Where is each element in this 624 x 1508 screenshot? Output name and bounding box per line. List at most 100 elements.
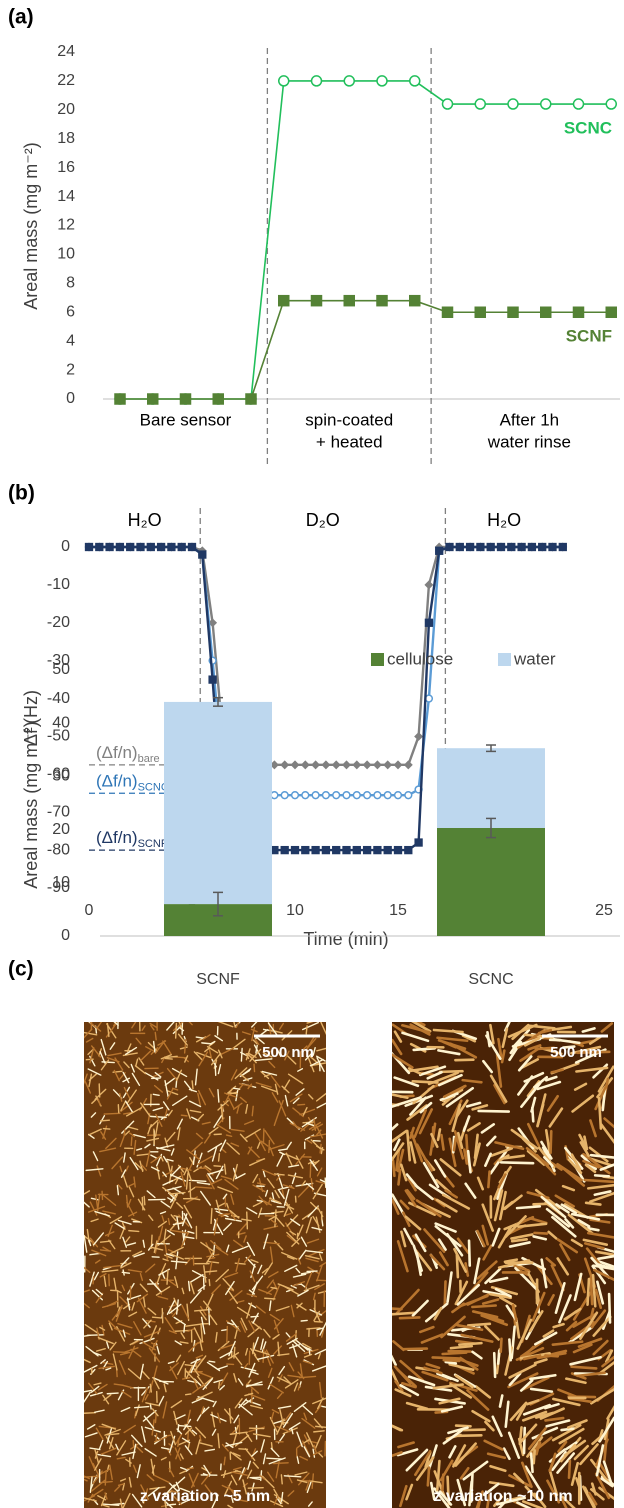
afm-fiber [231, 1245, 249, 1254]
afm-fiber [556, 1238, 579, 1254]
afm-fiber [269, 1146, 274, 1157]
afm-fiber [249, 1158, 265, 1167]
afm-fiber [127, 1269, 143, 1273]
afm-fiber [88, 1128, 102, 1136]
afm-fiber [142, 1341, 156, 1351]
afm-fiber [255, 1044, 258, 1054]
afm-fiber [116, 1456, 126, 1460]
afm-fiber [119, 1133, 126, 1148]
afm-fiber [277, 1405, 292, 1410]
afm-fiber [592, 1315, 612, 1337]
afm-fiber [227, 1485, 238, 1499]
afm-fiber [312, 1292, 316, 1301]
afm-fiber [532, 1449, 536, 1465]
afm-fiber [489, 1292, 513, 1300]
afm-fiber [123, 1086, 131, 1100]
marker [605, 306, 617, 318]
afm-fiber [203, 1134, 211, 1144]
afm-fiber [186, 1409, 191, 1425]
afm-fiber [180, 1114, 188, 1117]
afm-fiber [160, 1446, 170, 1450]
afm-fiber [404, 1189, 417, 1207]
afm-fiber [136, 1147, 143, 1151]
afm-fiber [460, 1333, 494, 1343]
afm-fiber [542, 1329, 555, 1338]
afm-fiber [205, 1251, 215, 1265]
afm-fiber [167, 1229, 175, 1236]
afm-fiber [407, 1067, 422, 1075]
afm-fiber [232, 1163, 238, 1182]
afm-fiber [114, 1057, 124, 1071]
afm-fiber [306, 1036, 315, 1049]
afm-fiber [513, 1264, 530, 1272]
afm-fiber [117, 1323, 133, 1329]
afm-fiber [513, 1472, 525, 1484]
afm-fiber [244, 1120, 255, 1125]
y-tick-label: 0 [66, 390, 75, 407]
afm-fiber [124, 1046, 138, 1056]
afm-fiber [528, 1310, 544, 1333]
afm-fiber [91, 1097, 98, 1105]
afm-fiber [306, 1238, 320, 1244]
afm-fiber [89, 1201, 98, 1216]
afm-fiber [181, 1213, 188, 1227]
afm-fiber [315, 1125, 324, 1139]
marker [208, 618, 218, 628]
afm-fiber [243, 1254, 252, 1263]
afm-fiber [155, 1432, 158, 1441]
afm-fiber [190, 1358, 198, 1374]
afm-fiber [497, 1173, 507, 1189]
afm-fiber [195, 1132, 204, 1140]
marker [278, 294, 290, 307]
afm-fiber [573, 1444, 590, 1461]
afm-fiber [511, 1303, 518, 1323]
afm-fiber [597, 1065, 614, 1093]
afm-fiber [179, 1466, 187, 1471]
afm-fiber [301, 1180, 306, 1187]
afm-fiber [471, 1304, 497, 1309]
afm-fiber [305, 1479, 311, 1491]
afm-fiber [84, 1391, 91, 1403]
afm-fiber [100, 1131, 107, 1140]
afm-fiber [247, 1486, 264, 1489]
afm-fiber [115, 1443, 119, 1451]
marker [465, 542, 475, 552]
afm-fiber [163, 1484, 175, 1497]
marker [572, 98, 585, 110]
afm-fiber [217, 1063, 222, 1075]
afm-fiber [420, 1333, 444, 1344]
afm-fiber [520, 1081, 542, 1108]
y-tick-label: 4 [66, 332, 75, 349]
afm-fiber [493, 1495, 504, 1508]
afm-fiber [244, 1448, 256, 1461]
afm-fiber [488, 1481, 515, 1488]
afm-fiber [236, 1104, 240, 1114]
afm-fiber [588, 1491, 598, 1506]
afm-fiber [154, 1121, 159, 1137]
afm-fiber [141, 1496, 144, 1504]
afm-fiber [144, 1071, 159, 1081]
afm-fiber [411, 1022, 432, 1033]
afm-fiber [267, 1022, 272, 1035]
afm-fiber [499, 1337, 503, 1354]
afm-fiber [498, 1154, 510, 1162]
afm-fiber [583, 1242, 605, 1250]
afm-fiber [298, 1249, 307, 1261]
afm-fiber [145, 1149, 151, 1167]
afm-fiber [464, 1182, 477, 1199]
afm-fiber [549, 1129, 553, 1155]
afm-fiber [267, 1271, 279, 1278]
afm-fiber [567, 1158, 583, 1175]
afm-fiber [225, 1244, 230, 1253]
afm-fiber [109, 1216, 123, 1224]
afm-fiber [480, 1123, 496, 1134]
afm-fiber [489, 1464, 507, 1473]
afm-fiber [84, 1201, 90, 1208]
afm-fiber [433, 1306, 443, 1321]
afm-fiber [194, 1068, 198, 1086]
afm-fiber [163, 1383, 167, 1393]
marker [517, 542, 526, 552]
afm-fiber [512, 1028, 531, 1048]
afm-fiber [297, 1289, 309, 1297]
afm-fiber [310, 1062, 326, 1067]
